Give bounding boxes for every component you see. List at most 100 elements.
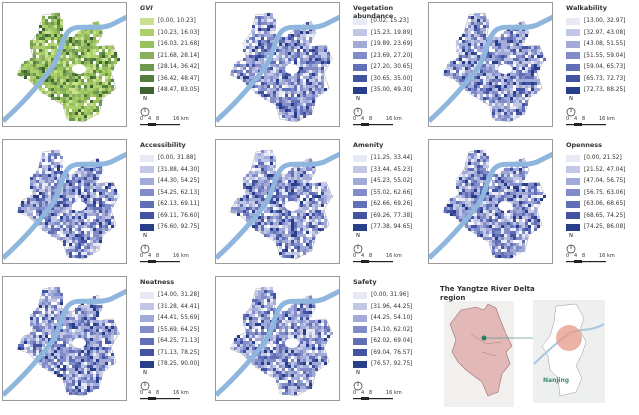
legend-swatch (140, 349, 154, 356)
legend-label: [54.10, 62.02] (371, 327, 412, 333)
scale-tick-label: 0 (566, 116, 569, 122)
scale-tick-label: 16 km (386, 116, 402, 122)
scale-tick-label: 4 (574, 253, 577, 259)
legend-swatch (140, 155, 154, 162)
nanjing-label: Nanjing (543, 377, 569, 384)
scale-tick-label: 0 (140, 253, 143, 259)
legend-swatch (566, 166, 580, 173)
legend-label: [35.00, 49.30] (371, 87, 412, 93)
legend-item: [0.00, 10.23] (140, 17, 196, 25)
legend-item: [16.03, 21.68] (140, 40, 199, 48)
legend-swatch (140, 18, 154, 25)
north-label: N (140, 96, 150, 102)
scale-bar-graphic (140, 123, 180, 127)
legend-swatch (140, 361, 154, 368)
legend-label: [23.69, 27.20] (371, 53, 412, 59)
legend-item: [21.68, 28.14] (140, 52, 199, 60)
legend-item: [44.25, 54.10] (353, 314, 412, 322)
legend-item: [31.28, 44.41] (140, 303, 199, 311)
map-panel-walkability: Walkability[13.00, 32.97][32.97, 43.08][… (426, 0, 639, 137)
choropleth-map (2, 2, 127, 127)
lake (498, 201, 512, 211)
choropleth-map (428, 2, 553, 127)
legend-label: [59.04, 65.73] (584, 64, 625, 70)
legend-label: [28.14, 36.42] (158, 64, 199, 70)
legend-swatch (140, 75, 154, 82)
scale-tick-label: 4 (361, 253, 364, 259)
legend-swatch (566, 64, 580, 71)
legend-label: [30.65, 35.00] (371, 76, 412, 82)
legend-item: [32.97, 43.08] (566, 29, 625, 37)
legend-label: [51.55, 59.04] (584, 53, 625, 59)
legend-label: [62.02, 69.04] (371, 338, 412, 344)
scale-bar-graphic (353, 397, 393, 401)
legend-swatch (353, 224, 367, 231)
scale-tick-label: 16 km (599, 253, 615, 259)
nanjing-marker (482, 336, 487, 341)
legend-item: [62.02, 69.04] (353, 337, 412, 345)
legend-swatch (140, 326, 154, 333)
legend-swatch (566, 155, 580, 162)
legend-label: [76.57, 92.75] (371, 361, 412, 367)
map-panel-openness: Openness[0.00, 21.52][21.52, 47.04][47.0… (426, 137, 639, 274)
legend-item: [77.38, 94.65] (353, 223, 412, 231)
legend-title: Neatness (140, 278, 174, 286)
scale-tick-label: 16 km (386, 253, 402, 259)
legend-item: [44.41, 55.69] (140, 314, 199, 322)
legend-swatch (353, 338, 367, 345)
legend-swatch (566, 178, 580, 185)
legend-swatch (566, 224, 580, 231)
north-arrow-icon: N (140, 370, 154, 390)
legend-swatch (140, 52, 154, 59)
legend-item: [0.02, 15.23] (353, 17, 409, 25)
scale-tick-label: 8 (369, 390, 372, 396)
legend-label: [55.69, 64.25] (158, 327, 199, 333)
scale-tick-label: 8 (582, 253, 585, 259)
legend-swatch (353, 178, 367, 185)
legend-label: [0.00, 10.23] (158, 18, 196, 24)
legend-item: [30.65, 35.00] (353, 75, 412, 83)
legend-swatch (140, 189, 154, 196)
scale-bar-graphic (566, 260, 606, 264)
legend-swatch (566, 29, 580, 36)
legend-item: [0.00, 31.88] (140, 154, 196, 162)
legend-label: [15.23, 19.89] (371, 30, 412, 36)
scale-tick-label: 16 km (599, 116, 615, 122)
choropleth-map (215, 2, 340, 127)
legend-item: [28.14, 36.42] (140, 63, 199, 71)
legend-label: [68.65, 74.25] (584, 213, 625, 219)
legend-swatch (140, 64, 154, 71)
legend-swatch (566, 189, 580, 196)
legend-item: [64.25, 71.13] (140, 337, 199, 345)
legend-item: [14.00, 31.28] (140, 291, 199, 299)
legend-label: [69.11, 76.60] (158, 213, 199, 219)
legend-swatch (140, 29, 154, 36)
north-label: N (353, 96, 363, 102)
legend-label: [44.41, 55.69] (158, 315, 199, 321)
map-panel-amenity: Amenity[11.25, 33.44][33.44, 45.23][45.2… (213, 137, 426, 274)
legend-label: [36.42, 48.47] (158, 76, 199, 82)
legend-label: [44.25, 54.10] (371, 315, 412, 321)
legend-swatch (140, 292, 154, 299)
north-label: N (353, 233, 363, 239)
scale-bar-graphic (353, 260, 393, 264)
legend-label: [76.60, 92.75] (158, 224, 199, 230)
scale-tick-label: 4 (361, 390, 364, 396)
legend-label: [31.96, 44.25] (371, 304, 412, 310)
legend-swatch (566, 41, 580, 48)
legend-item: [63.06, 68.65] (566, 200, 625, 208)
legend-label: [31.88, 44.30] (158, 167, 199, 173)
scale-bar-graphic (140, 260, 180, 264)
study-area-highlight (556, 325, 582, 351)
scale-bar-graphic (566, 123, 606, 127)
legend-item: [43.08, 51.55] (566, 40, 625, 48)
scale-tick-label: 8 (156, 116, 159, 122)
inset-title: The Yangtze River Delta region (440, 285, 560, 303)
legend-swatch (566, 18, 580, 25)
north-label: N (353, 370, 363, 376)
